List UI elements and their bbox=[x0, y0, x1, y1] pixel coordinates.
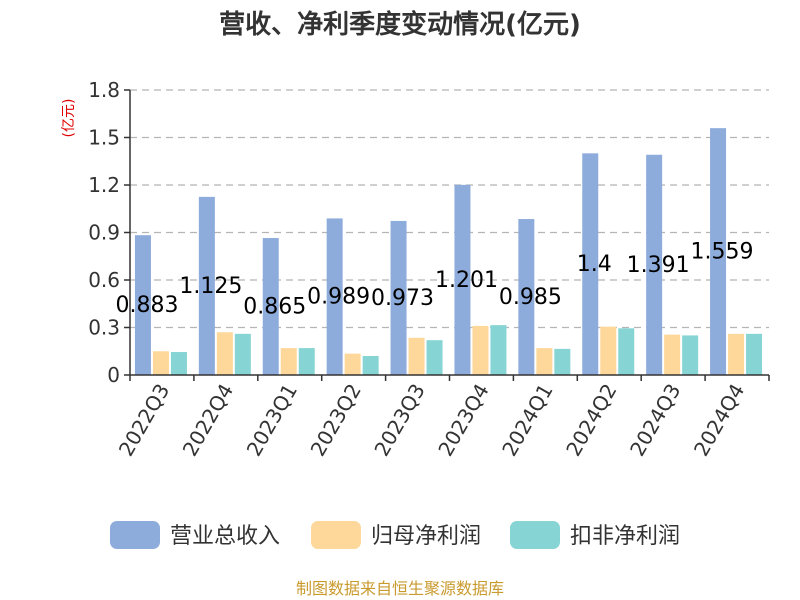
x-tick-label: 2024Q3 bbox=[625, 380, 685, 461]
legend: 营业总收入 归母净利润 扣非净利润 bbox=[110, 521, 680, 549]
bar-non-recurring-profit bbox=[682, 335, 699, 375]
bar-non-recurring-profit bbox=[426, 340, 443, 375]
x-tick-label: 2022Q4 bbox=[178, 380, 238, 461]
y-tick-label: 0 bbox=[107, 363, 120, 387]
x-tick-label: 2023Q1 bbox=[242, 380, 302, 461]
bar-net-profit bbox=[664, 334, 681, 375]
bar-net-profit bbox=[472, 325, 489, 375]
bar-revenue bbox=[710, 128, 727, 375]
data-label: 0.865 bbox=[243, 295, 306, 320]
x-tick-label: 2023Q2 bbox=[306, 380, 366, 461]
data-label: 0.973 bbox=[371, 286, 434, 311]
data-label: 1.201 bbox=[435, 268, 498, 293]
x-tick-label: 2024Q2 bbox=[561, 380, 621, 461]
bar-revenue bbox=[198, 196, 215, 375]
data-label: 1.391 bbox=[627, 253, 690, 278]
bar-non-recurring-profit bbox=[490, 325, 507, 375]
legend-swatch bbox=[510, 521, 560, 549]
bar-revenue bbox=[646, 154, 663, 375]
bar-net-profit bbox=[280, 348, 297, 375]
bar-non-recurring-profit bbox=[554, 348, 571, 375]
chart-title: 营收、净利季度变动情况(亿元) bbox=[219, 9, 581, 40]
bar-non-recurring-profit bbox=[234, 333, 251, 375]
bar-revenue bbox=[390, 220, 407, 375]
bar-revenue bbox=[582, 153, 599, 375]
bar-net-profit bbox=[408, 337, 425, 375]
legend-label: 归母净利润 bbox=[371, 524, 481, 549]
x-tick-label: 2023Q3 bbox=[369, 380, 429, 461]
bar-net-profit bbox=[344, 353, 361, 375]
y-axis-unit-label: (亿元) bbox=[61, 99, 77, 138]
x-tick-label: 2023Q4 bbox=[433, 380, 493, 461]
y-tick-label: 1.8 bbox=[88, 78, 120, 102]
bar-non-recurring-profit bbox=[746, 333, 763, 375]
y-tick-label: 1.5 bbox=[88, 126, 120, 150]
bar-non-recurring-profit bbox=[170, 352, 187, 375]
data-label: 1.4 bbox=[577, 252, 612, 277]
y-tick-label: 0.3 bbox=[88, 316, 120, 340]
bar-revenue bbox=[134, 235, 151, 375]
y-tick-label: 1.2 bbox=[88, 173, 120, 197]
bar-revenue bbox=[454, 184, 471, 375]
data-label: 0.989 bbox=[307, 285, 370, 310]
y-tick-label: 0.9 bbox=[88, 221, 120, 245]
grid-lines bbox=[130, 89, 769, 329]
bar-revenue bbox=[326, 218, 343, 375]
bar-net-profit bbox=[536, 348, 553, 375]
bar-net-profit bbox=[728, 333, 745, 375]
data-label: 0.985 bbox=[499, 285, 562, 310]
x-tick-label: 2024Q1 bbox=[497, 380, 557, 461]
x-tick-label: 2024Q4 bbox=[689, 380, 749, 461]
data-label: 1.125 bbox=[179, 274, 242, 299]
legend-label: 营业总收入 bbox=[170, 524, 280, 549]
x-tick-label: 2022Q3 bbox=[114, 380, 174, 461]
bar-revenue bbox=[262, 238, 279, 375]
bar-net-profit bbox=[216, 332, 233, 375]
bar-net-profit bbox=[600, 326, 617, 375]
bar-non-recurring-profit bbox=[618, 328, 635, 375]
legend-swatch bbox=[311, 521, 361, 549]
source-note: 制图数据来自恒生聚源数据库 bbox=[296, 579, 504, 598]
bar-non-recurring-profit bbox=[298, 348, 315, 375]
y-tick-label: 0.6 bbox=[88, 268, 120, 292]
data-label: 0.883 bbox=[115, 293, 178, 318]
legend-swatch bbox=[110, 521, 160, 549]
bar-revenue bbox=[518, 219, 535, 375]
bar-non-recurring-profit bbox=[362, 356, 379, 375]
data-label: 1.559 bbox=[691, 240, 754, 265]
legend-label: 扣非净利润 bbox=[570, 524, 680, 549]
bars bbox=[134, 128, 763, 375]
bar-net-profit bbox=[152, 351, 169, 375]
